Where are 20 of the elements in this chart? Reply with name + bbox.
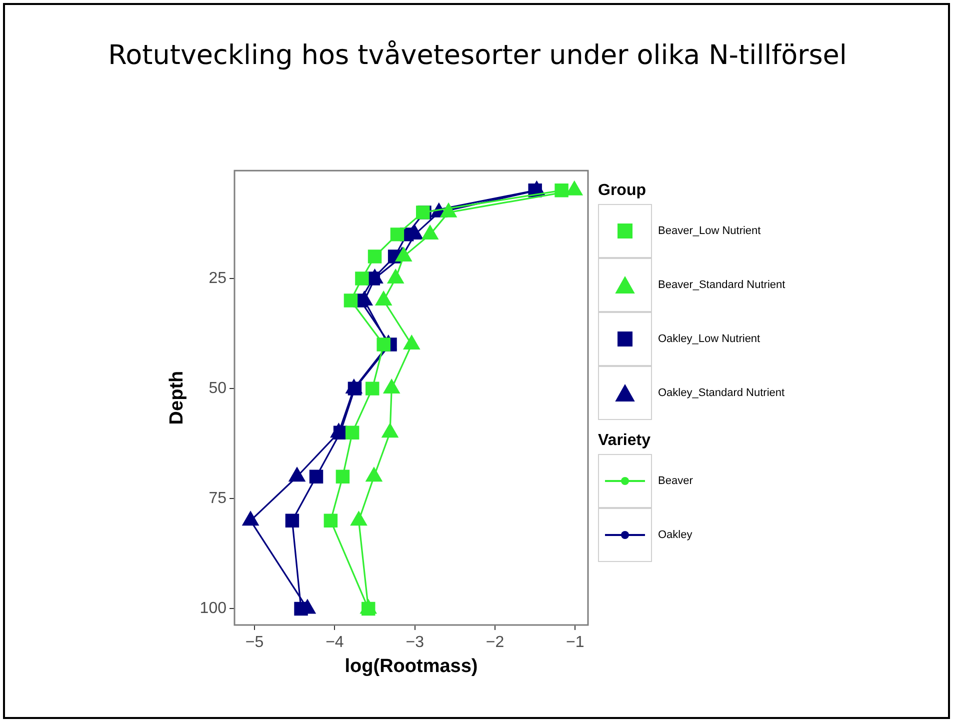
y-tick-label: 75 [208,490,227,508]
legend-label: Beaver_Standard Nutrient [658,279,786,291]
x-tick-label: −5 [245,634,264,652]
x-axis-title: log(Rootmass) [344,656,478,677]
legend-label: Oakley_Standard Nutrient [658,387,785,399]
text: Oakley [658,529,692,541]
y-axis-title: Depth [166,370,188,425]
legend-label: Beaver_Low Nutrient [658,225,761,237]
text: Beaver [658,475,693,487]
x-tick-label: −1 [566,634,584,652]
text: Variety [598,432,652,450]
y-tick-label: 50 [208,380,227,397]
chart-title: Rotutveckling hos tvåvetesorter under olika N-tillförsel [107,40,848,71]
y-tick-label: 100 [200,600,227,618]
legend-label: Oakley_Low Nutrient [658,333,760,345]
legend-title: Group [598,182,647,200]
x-tick-label: −3 [406,634,424,652]
x-tick-label: −4 [326,634,344,652]
y-tick-label: 25 [208,270,227,287]
x-tick-label: −2 [486,634,504,652]
